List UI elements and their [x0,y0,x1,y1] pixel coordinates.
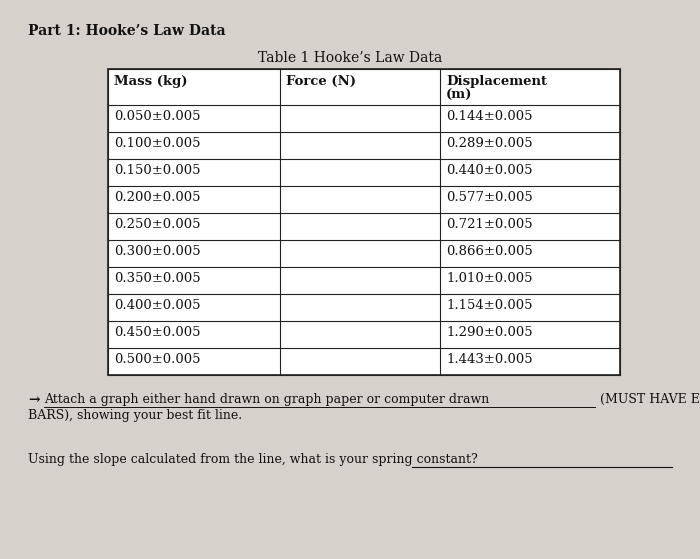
Text: →: → [28,393,40,407]
Text: 0.350±0.005: 0.350±0.005 [114,272,201,285]
Text: 0.300±0.005: 0.300±0.005 [114,245,201,258]
Text: Displacement: Displacement [446,75,547,88]
Text: 0.450±0.005: 0.450±0.005 [114,326,200,339]
Text: Force (N): Force (N) [286,75,356,88]
Text: Mass (kg): Mass (kg) [114,75,188,88]
Text: 0.100±0.005: 0.100±0.005 [114,137,200,150]
Bar [108,69,620,375]
Text: 0.500±0.005: 0.500±0.005 [114,353,200,366]
Text: BARS), showing your best fit line.: BARS), showing your best fit line. [28,409,242,422]
Text: 0.144±0.005: 0.144±0.005 [446,110,533,123]
Text: Attach a graph either hand drawn on graph paper or computer drawn: Attach a graph either hand drawn on grap… [44,393,489,406]
Text: 0.577±0.005: 0.577±0.005 [446,191,533,204]
Text: 0.866±0.005: 0.866±0.005 [446,245,533,258]
Text: (MUST HAVE ERROR: (MUST HAVE ERROR [596,393,700,406]
Text: Table 1 Hooke’s Law Data: Table 1 Hooke’s Law Data [258,51,442,65]
Text: 1.443±0.005: 1.443±0.005 [446,353,533,366]
Text: 0.440±0.005: 0.440±0.005 [446,164,533,177]
Text: 0.200±0.005: 0.200±0.005 [114,191,200,204]
Text: 0.150±0.005: 0.150±0.005 [114,164,200,177]
Text: 1.154±0.005: 1.154±0.005 [446,299,533,312]
Text: Part 1: Hooke’s Law Data: Part 1: Hooke’s Law Data [28,24,225,38]
Text: 0.721±0.005: 0.721±0.005 [446,218,533,231]
Text: 0.289±0.005: 0.289±0.005 [446,137,533,150]
Text: 0.250±0.005: 0.250±0.005 [114,218,200,231]
Text: (m): (m) [446,89,473,102]
Text: 1.010±0.005: 1.010±0.005 [446,272,533,285]
Text: 0.050±0.005: 0.050±0.005 [114,110,200,123]
Text: Using the slope calculated from the line, what is your spring constant?: Using the slope calculated from the line… [28,453,477,466]
Text: 0.400±0.005: 0.400±0.005 [114,299,200,312]
Text: 1.290±0.005: 1.290±0.005 [446,326,533,339]
